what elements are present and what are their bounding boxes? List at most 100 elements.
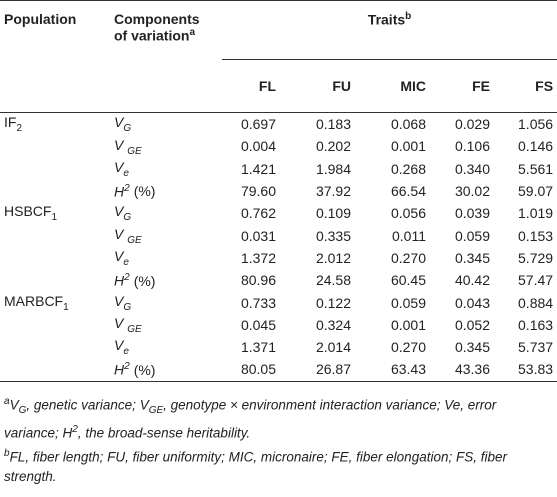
value-cell: 0.163: [518, 316, 554, 333]
value-cell: 53.83: [494, 358, 557, 382]
value-cell: 0.270: [390, 249, 426, 266]
value-cell: 0.345: [454, 249, 490, 266]
value-cell: 0.004: [240, 138, 276, 155]
value-cell: 0.059: [390, 294, 426, 311]
value-cell: 0.270: [390, 339, 426, 356]
value-cell: 57.47: [518, 272, 554, 289]
population-cell: MARBCF1: [0, 291, 110, 313]
blank-cell: [110, 60, 222, 113]
population-cell: [0, 358, 110, 382]
value-cell: 0.039: [454, 205, 490, 222]
value-cell: 1.372: [240, 249, 276, 266]
component-symbol: V: [114, 203, 124, 220]
value-cell: 0.029: [454, 116, 490, 133]
component-unit: (%): [133, 272, 156, 289]
column-header: FU: [332, 78, 351, 94]
table-row: V GE 0.004 0.202 0.001 0.106 0.146: [0, 135, 557, 157]
table-row: Ve 1.371 2.014 0.270 0.345 5.737: [0, 336, 557, 358]
component-symbol: V: [114, 337, 124, 354]
component-cell: VG: [110, 291, 222, 313]
component-symbol: V: [114, 158, 124, 175]
footnote-text: , genotype × environment interaction var…: [4, 397, 497, 441]
header-row: FL FU MIC FE FS: [0, 60, 557, 113]
value-cell: 0.045: [240, 316, 276, 333]
value-cell: 2.012: [315, 249, 351, 266]
value-cell: 0.884: [518, 294, 554, 311]
component-symbol: V: [114, 314, 128, 331]
value-cell: 1.421: [240, 160, 276, 177]
footnote-text: V: [9, 397, 19, 413]
footnote: bFL, fiber length; FU, fiber uniformity;…: [4, 444, 553, 486]
value-cell: 40.42: [454, 272, 490, 289]
value-cell: 24.58: [315, 272, 351, 289]
component-symbol: H: [114, 361, 125, 378]
population-cell: [0, 224, 110, 246]
component-symbol: V: [114, 136, 128, 153]
value-cell: 0.345: [454, 339, 490, 356]
component-cell: Ve: [110, 158, 222, 180]
column-header: FS: [535, 78, 554, 94]
component-index: G: [123, 123, 132, 135]
value-cell: 0.011: [392, 227, 426, 244]
population-cell: HSBCF1: [0, 202, 110, 224]
component-index: e: [123, 346, 129, 358]
population-header: Population: [0, 1, 110, 60]
footnote-text: V: [139, 397, 149, 413]
table-body: IF2 VG 0.697 0.183 0.068 0.029 1.056 V GE 0.004 0…: [0, 113, 557, 382]
value-cell: 0.001: [390, 316, 426, 333]
table-row: H2 (%) 79.60 37.92 66.54 30.02 59.07: [0, 180, 557, 202]
component-symbol: H: [114, 183, 125, 200]
component-index: e: [123, 167, 129, 179]
header-text: Components: [114, 11, 200, 27]
value-cell: 0.268: [390, 160, 426, 177]
value-cell: 0.335: [315, 227, 351, 244]
value-cell: 2.014: [315, 339, 351, 356]
value-cell: 1.019: [518, 205, 554, 222]
component-cell: VG: [110, 113, 222, 136]
component-index: 2: [124, 361, 130, 373]
value-cell: 0.001: [390, 138, 426, 155]
value-cell: 0.324: [315, 316, 351, 333]
population-name: MARBCF: [4, 292, 64, 309]
population-name: HSBCF: [4, 203, 52, 220]
header-row: Population Components of variationa Trait…: [0, 0, 557, 60]
value-cell: 79.60: [240, 183, 276, 200]
blank-cell: [0, 60, 110, 113]
component-unit: (%): [133, 361, 156, 378]
component-index: GE: [127, 323, 142, 335]
table-row: IF2 VG 0.697 0.183 0.068 0.029 1.056: [0, 113, 557, 136]
population-subscript: 1: [63, 301, 69, 313]
footnote-text: FL, fiber length; FU, fiber uniformity; …: [4, 449, 507, 484]
table-row: V GE 0.045 0.324 0.001 0.052 0.163: [0, 314, 557, 336]
value-cell: 0.762: [240, 205, 276, 222]
component-index: G: [123, 301, 132, 313]
value-cell: 0.106: [454, 138, 490, 155]
value-cell: 66.54: [390, 183, 426, 200]
component-symbol: H: [114, 272, 125, 289]
footnote-text: b: [4, 448, 10, 460]
value-cell: 1.984: [315, 160, 351, 177]
component-index: 2: [124, 271, 130, 283]
footnotes: aVG, genetic variance; VGE, genotype × e…: [0, 382, 557, 486]
footnote-text: a: [4, 395, 10, 407]
component-symbol: V: [114, 292, 124, 309]
data-table: Population Components of variationa Trait…: [0, 0, 557, 382]
footnote: aVG, genetic variance; VGE, genotype × e…: [4, 392, 553, 443]
population-cell: [0, 180, 110, 202]
component-cell: VG: [110, 202, 222, 224]
header-text: of variation: [114, 27, 190, 44]
value-cell: 60.45: [390, 272, 426, 289]
component-index: GE: [127, 234, 142, 246]
value-cell: 1.056: [518, 116, 554, 133]
value-cell: 63.43: [355, 358, 430, 382]
value-cell: 37.92: [315, 183, 351, 200]
value-cell: 26.87: [280, 358, 355, 382]
header-text: Population: [4, 11, 77, 27]
component-cell: Ve: [110, 247, 222, 269]
column-header: FL: [258, 78, 276, 94]
value-cell: 0.031: [240, 227, 276, 244]
value-cell: 5.561: [518, 160, 554, 177]
component-cell: H2 (%): [110, 358, 222, 382]
component-unit: (%): [133, 183, 156, 200]
population-subscript: 2: [16, 123, 23, 135]
